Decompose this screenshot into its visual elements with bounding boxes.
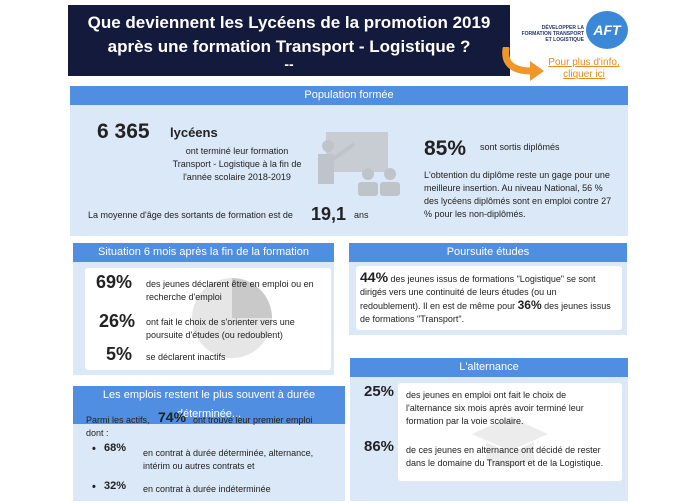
- more-info-link[interactable]: Pour plus d'info, cliquer ici: [548, 57, 620, 80]
- emplois-item-text-2: en contrat à durée indéterminée: [143, 484, 271, 494]
- pie-watermark-icon: [192, 278, 272, 358]
- logo-tagline: DÉVELOPPER LA FORMATION TRANSPORT ET LOG…: [521, 25, 584, 43]
- bullet-icon: •: [92, 443, 96, 455]
- alternance-bar: L'alternance: [350, 358, 628, 377]
- emplois-item-text-1: en contrat à durée déterminée, alternanc…: [143, 448, 314, 471]
- poursuite-bar: Poursuite études: [349, 243, 627, 262]
- alternance-pct-2: 86%: [364, 438, 395, 455]
- poursuite-pct-2: 36%: [517, 298, 542, 312]
- teacher-classroom-icon: [318, 132, 400, 196]
- alternance-text-2: de ces jeunes en alternance ont décidé d…: [406, 445, 604, 468]
- page-title-line1: Que deviennent les Lycéens de la promoti…: [87, 13, 491, 32]
- age-text: La moyenne d'âge des sortants de formati…: [88, 210, 293, 220]
- poursuite-card: [356, 266, 622, 330]
- poursuite-pct-1: 44%: [360, 269, 389, 285]
- population-bar: Population formée: [70, 86, 628, 105]
- alternance-text-1: des jeunes en emploi ont fait le choix d…: [406, 390, 584, 426]
- curved-arrow-icon: [502, 47, 544, 81]
- aft-logo: AFT: [586, 11, 628, 49]
- graduate-text: sont sortis diplômés: [480, 142, 560, 152]
- page-title-line2: après une formation Transport - Logistiq…: [107, 37, 471, 56]
- graduate-pct: 85%: [424, 137, 467, 160]
- age-value: 19,1: [311, 204, 347, 224]
- emplois-bar: Les emplois restent le plus souvent à du…: [73, 386, 345, 424]
- emplois-item-pct-1: 68%: [104, 442, 127, 454]
- poursuite-text-2: des jeunes issus de formations "Transpor…: [360, 301, 611, 324]
- emplois-intro-c: dont :: [86, 428, 109, 438]
- population-count: 6 365: [97, 120, 150, 143]
- situation-pct-3: 5%: [106, 344, 133, 364]
- page-header: Que deviennent les Lycéens de la promoti…: [68, 5, 510, 76]
- situation-pct-2: 26%: [99, 311, 136, 331]
- age-unit: ans: [354, 210, 369, 220]
- emplois-intro-b: ont trouvé leur premier emploi: [193, 415, 313, 425]
- population-count-unit: lycéens: [170, 125, 218, 140]
- page-title-dash: --: [284, 56, 294, 72]
- poursuite-text-1: des jeunes issus de formations "Logistiq…: [360, 274, 596, 311]
- emplois-intro-a: Parmi les actifs,: [86, 415, 150, 425]
- population-desc: ont terminé leur formation Transport - L…: [172, 146, 302, 182]
- situation-text-3: se déclarent inactifs: [146, 352, 226, 362]
- graduation-cap-icon: [472, 417, 548, 467]
- emplois-item-pct-2: 32%: [104, 480, 127, 492]
- poursuite-text: 44% des jeunes issus de formations "Logi…: [360, 269, 618, 326]
- situation-text-2: ont fait le choix de s'orienter vers une…: [146, 317, 295, 340]
- situation-text-1: des jeunes déclarent être en emploi ou e…: [146, 279, 314, 302]
- emplois-intro-pct: 74%: [158, 409, 187, 425]
- situation-bar: Situation 6 mois après la fin de la form…: [73, 243, 334, 262]
- bullet-icon: •: [92, 481, 96, 493]
- alternance-pct-1: 25%: [364, 383, 395, 400]
- situation-pct-1: 69%: [96, 272, 133, 292]
- graduate-desc: L'obtention du diplôme reste un gage pou…: [424, 170, 612, 219]
